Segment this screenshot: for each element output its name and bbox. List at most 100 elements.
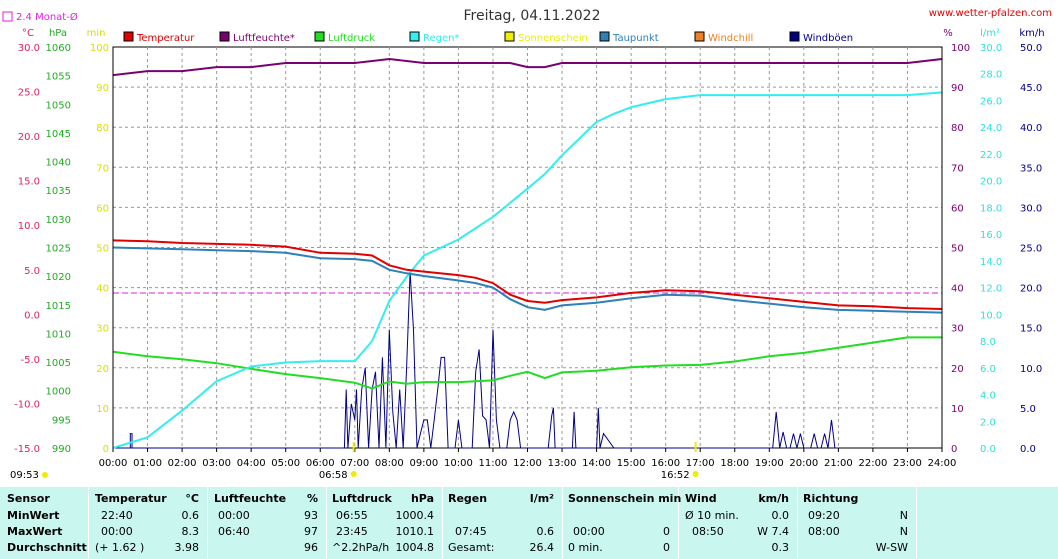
row-label-avg: Durchschnitt <box>7 541 87 554</box>
avg-label: 2.4 Monat-Ø <box>16 11 78 23</box>
legend-swatch <box>789 31 800 42</box>
dir-min-val: N <box>899 509 908 522</box>
x-tick-label: 02:00 <box>168 458 197 469</box>
rain-unit: l/m² <box>529 492 554 505</box>
legend-label: Luftfeuchte* <box>233 33 295 44</box>
temp-tick-label: 30.0 <box>18 43 40 54</box>
temp-avg-val: 3.98 <box>174 541 200 554</box>
temp-unit: °C <box>185 492 199 505</box>
legend-swatch <box>123 31 134 42</box>
pressure-tick-label: 990 <box>52 444 71 455</box>
wind-tick-label: 0.0 <box>1020 444 1036 455</box>
rain-tick-label: 2.0 <box>980 417 996 428</box>
sun-marker-label: 06:58 <box>319 470 348 481</box>
temp-min-val: 0.6 <box>181 509 200 522</box>
percent-tick-label: 30 <box>951 324 964 335</box>
sun-avg-val: 0 <box>663 541 670 554</box>
x-tick-label: 17:00 <box>686 458 715 469</box>
temp-tick-label: 15.0 <box>18 177 40 188</box>
pressure-unit-label: hPa <box>49 28 67 39</box>
x-tick-label: 14:00 <box>582 458 611 469</box>
legend-label: Luftdruck <box>328 33 375 44</box>
dir-avg-val: W-SW <box>875 541 908 554</box>
site-link[interactable]: www.wetter-pfalzen.com <box>929 8 1052 19</box>
pressure-tick-label: 1055 <box>46 72 71 83</box>
wind-tick-label: 35.0 <box>1020 163 1042 174</box>
x-tick-label: 00:00 <box>99 458 128 469</box>
pressure-tick-label: 1045 <box>46 129 71 140</box>
rain-tick-label: 22.0 <box>980 150 1002 161</box>
hum-avg-val: 96 <box>304 541 318 554</box>
row-label-sensor: Sensor <box>7 492 50 505</box>
press-unit: hPa <box>410 492 434 505</box>
rain-tick-label: 16.0 <box>980 230 1002 241</box>
rain-tick-label: 6.0 <box>980 364 996 375</box>
axis-labels: 00:00 01:00 02:00 03:00 04:00 05:00 06:00 07:00… <box>14 28 1045 481</box>
series-taupunkt <box>112 246 943 314</box>
series-temperatur <box>112 239 943 310</box>
press-avg-val: 1004.8 <box>395 541 435 554</box>
rain-tick-label: 26.0 <box>980 96 1002 107</box>
minutes-tick-label: 70 <box>96 163 109 174</box>
rain-tick-label: 4.0 <box>980 391 996 402</box>
press-max-val: 1010.1 <box>395 525 435 538</box>
pressure-tick-label: 1025 <box>46 244 71 255</box>
minutes-tick-label: 10 <box>96 404 109 415</box>
percent-tick-label: 100 <box>951 43 970 54</box>
percent-tick-label: 40 <box>951 284 964 295</box>
minutes-unit-label: min <box>87 28 106 39</box>
minutes-tick-label: 80 <box>96 123 109 134</box>
x-tick-label: 08:00 <box>375 458 404 469</box>
minutes-tick-label: 30 <box>96 324 109 335</box>
chart-title: Freitag, 04.11.2022 <box>464 8 601 24</box>
pressure-tick-label: 1020 <box>46 272 71 283</box>
temp-header: Temperatur <box>95 492 167 505</box>
row-label-max: MaxWert <box>7 525 63 538</box>
x-tick-label: 09:00 <box>409 458 438 469</box>
rain-avg-val: 26.4 <box>529 541 555 554</box>
temp-unit-label: °C <box>22 28 34 39</box>
x-tick-label: 05:00 <box>271 458 300 469</box>
x-tick-label: 22:00 <box>859 458 888 469</box>
minutes-tick-label: 50 <box>96 244 109 255</box>
pressure-tick-label: 1000 <box>46 387 71 398</box>
rain-tick-label: 14.0 <box>980 257 1002 268</box>
rain-avg-note: Gesamt: <box>448 541 495 554</box>
percent-tick-label: 90 <box>951 83 964 94</box>
wind-tick-label: 5.0 <box>1020 404 1036 415</box>
legend-swatch <box>409 31 420 42</box>
wind-max-val: W 7.4 <box>757 525 789 538</box>
temp-tick-label: 20.0 <box>18 132 40 143</box>
temp-max-time: 00:00 <box>101 525 133 538</box>
x-tick-label: 24:00 <box>928 458 957 469</box>
wind-tick-label: 25.0 <box>1020 244 1042 255</box>
legend-label: Taupunkt <box>612 33 659 44</box>
temp-avg-note: (+ 1.62 ) <box>95 541 145 554</box>
wind-min-val: 0.0 <box>771 509 790 522</box>
legend-label: Sonnenschein <box>518 33 588 44</box>
pressure-tick-label: 1040 <box>46 158 71 169</box>
press-min-time: 06:55 <box>336 509 368 522</box>
legend-label: Regen* <box>423 33 460 44</box>
pressure-tick-label: 1005 <box>46 358 71 369</box>
percent-tick-label: 80 <box>951 123 964 134</box>
x-tick-label: 21:00 <box>824 458 853 469</box>
pressure-tick-label: 1015 <box>46 301 71 312</box>
rain-header: Regen <box>448 492 488 505</box>
x-tick-label: 20:00 <box>789 458 818 469</box>
temp-tick-label: -10.0 <box>14 399 40 410</box>
hum-header: Luftfeuchte <box>214 492 287 505</box>
hum-min-val: 93 <box>304 509 318 522</box>
series-regen <box>112 91 943 449</box>
rain-max-time: 07:45 <box>455 525 487 538</box>
temp-tick-label: 5.0 <box>24 266 40 277</box>
wind-unit-label: km/h <box>1019 28 1044 39</box>
pressure-tick-label: 1030 <box>46 215 71 226</box>
wind-min-note: Ø 10 min. <box>685 509 739 522</box>
x-tick-label: 03:00 <box>202 458 231 469</box>
series-lines <box>112 57 943 449</box>
x-tick-label: 01:00 <box>133 458 162 469</box>
hum-max-val: 97 <box>304 525 318 538</box>
rain-tick-label: 8.0 <box>980 337 996 348</box>
temp-tick-label: -5.0 <box>20 355 40 366</box>
